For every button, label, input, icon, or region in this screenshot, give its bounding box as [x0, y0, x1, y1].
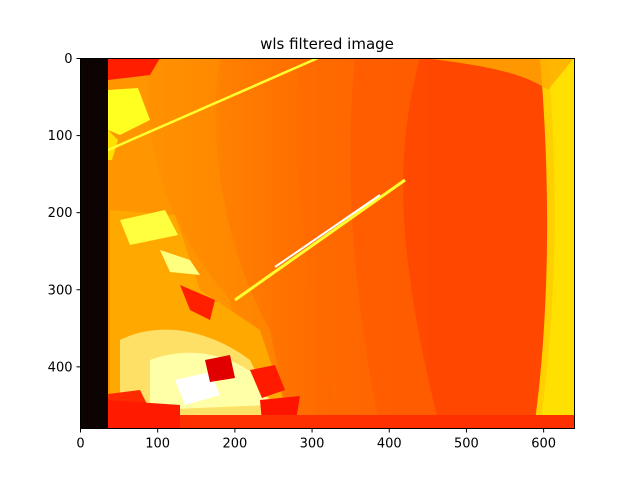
- x-tick-label: 0: [76, 437, 84, 452]
- y-tick-label: 0: [64, 52, 72, 67]
- y-tick-label: 400: [48, 360, 73, 375]
- x-tick-label: 500: [454, 437, 479, 452]
- x-tick-label: 200: [222, 437, 247, 452]
- y-tick-label: 200: [48, 206, 73, 221]
- x-tick-label: 100: [145, 437, 170, 452]
- chart-title: wls filtered image: [260, 35, 394, 53]
- x-axis: 0 100 200 300 400 500 600: [76, 428, 556, 452]
- x-tick-label: 600: [531, 437, 556, 452]
- y-axis: 0 100 200 300 400: [48, 52, 81, 375]
- y-tick-label: 100: [48, 129, 73, 144]
- plot-frame: [80, 58, 575, 429]
- x-tick-label: 400: [377, 437, 402, 452]
- heatmap-image: [80, 58, 574, 428]
- y-tick-label: 300: [48, 283, 73, 298]
- x-tick-label: 300: [300, 437, 325, 452]
